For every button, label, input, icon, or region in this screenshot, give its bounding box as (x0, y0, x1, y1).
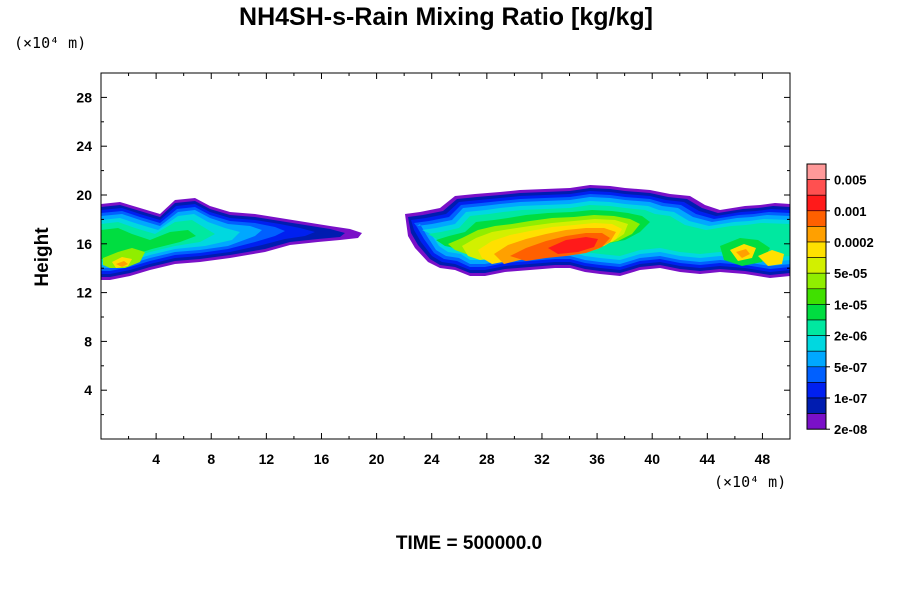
colorbar-swatch (806, 366, 827, 383)
y-tick-label: 20 (76, 187, 92, 203)
chart-title: NH4SH-s-Rain Mixing Ratio [kg/kg] (239, 3, 653, 31)
colorbar-swatch (806, 257, 827, 274)
x-tick-label: 4 (152, 451, 160, 467)
y-tick-label: 24 (76, 138, 92, 154)
right-band-13 (548, 237, 598, 254)
x-tick-label: 20 (369, 451, 385, 467)
x-unit-label: (×10⁴ m) (714, 473, 786, 491)
colorbar-swatch (806, 210, 827, 227)
colorbar-label: 5e-05 (834, 266, 867, 281)
left-band-10 (116, 261, 128, 267)
y-tick-label: 16 (76, 236, 92, 252)
time-label: TIME = 500000.0 (396, 533, 542, 554)
x-tick-label: 48 (755, 451, 771, 467)
x-tick-label: 36 (589, 451, 605, 467)
y-axis-label: Height (32, 227, 53, 287)
x-tick-label: 12 (259, 451, 275, 467)
cloud-left (101, 198, 362, 280)
colorbar-swatch (806, 413, 827, 430)
x-tick-label: 40 (644, 451, 660, 467)
y-tick-label: 12 (76, 285, 92, 301)
colorbar-label: 5e-07 (834, 360, 867, 375)
colorbar: 0.005 0.001 0.0002 5e-05 1e-05 2e-06 5e-07 1e-0… (806, 163, 874, 437)
plot-frame (100, 72, 791, 440)
colorbar-swatch (806, 397, 827, 414)
colorbar-swatch (806, 241, 827, 258)
axis-ticks (101, 73, 790, 439)
y-tick-label: 8 (84, 333, 92, 349)
x-tick-label: 8 (207, 451, 215, 467)
colorbar-label: 1e-05 (834, 297, 867, 312)
colorbar-label: 0.005 (834, 173, 867, 188)
colorbar-swatch (806, 382, 827, 399)
x-tick-label: 28 (479, 451, 495, 467)
colorbar-swatch (806, 319, 827, 336)
colorbar-frame (806, 163, 827, 430)
x-tick-label: 24 (424, 451, 440, 467)
y-tick-label: 28 (76, 89, 92, 105)
x-tick-label: 44 (700, 451, 716, 467)
colorbar-swatch (806, 179, 827, 196)
y-tick-label: 4 (84, 382, 92, 398)
colorbar-swatch (806, 288, 827, 305)
colorbar-label: 2e-06 (834, 329, 867, 344)
colorbar-swatch (806, 226, 827, 243)
x-tick-label: 16 (314, 451, 330, 467)
colorbar-swatch (806, 163, 827, 180)
right-blob-d (758, 250, 784, 266)
colorbar-label: 2e-08 (834, 422, 867, 437)
colorbar-label: 1e-07 (834, 391, 867, 406)
colorbar-label: 0.001 (834, 204, 867, 219)
colorbar-swatch (806, 335, 827, 352)
colorbar-swatch (806, 304, 827, 321)
x-tick-label: 32 (534, 451, 550, 467)
y-unit-label: (×10⁴ m) (14, 34, 86, 52)
colorbar-swatch (806, 194, 827, 212)
right-blob-c (736, 249, 750, 258)
cloud-right (405, 185, 790, 278)
colorbar-label: 0.0002 (834, 235, 874, 250)
contour-field (101, 185, 790, 280)
colorbar-swatch (806, 350, 827, 368)
colorbar-swatch (806, 272, 827, 290)
